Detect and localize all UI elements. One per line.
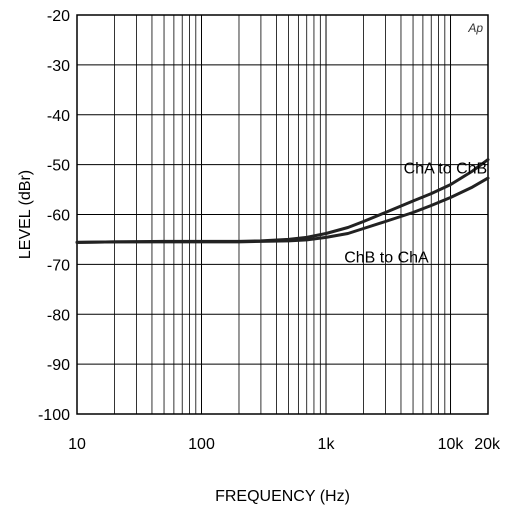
x-tick-label: 10k <box>438 436 465 453</box>
x-axis-label: FREQUENCY (Hz) <box>215 488 350 505</box>
series-label-chb-to-cha: ChB to ChA <box>344 249 429 266</box>
y-tick-label: -40 <box>47 108 70 125</box>
y-tick-label: -60 <box>47 208 70 225</box>
y-tick-label: -30 <box>47 58 70 75</box>
y-tick-label: -20 <box>47 8 70 25</box>
grid <box>76 14 489 415</box>
x-tick-label: 1k <box>318 436 336 453</box>
series-lines <box>75 158 490 244</box>
y-tick-label: -90 <box>47 357 70 374</box>
ap-corner-label: Ap <box>467 21 483 35</box>
y-axis-label: LEVEL (dBr) <box>17 170 34 259</box>
y-tick-label: -70 <box>47 257 70 274</box>
tick-labels: -20 -30 -40 -50 -60 -70 -80 -90 -100 10 100 1k 10k 20… <box>38 8 501 453</box>
series-label-cha-to-chb: ChA to ChB <box>404 161 488 178</box>
x-tick-label: 10 <box>68 436 86 453</box>
y-tick-label: -100 <box>38 407 70 424</box>
series-line-1 <box>75 176 490 244</box>
y-tick-label: -80 <box>47 307 70 324</box>
y-tick-label: -50 <box>47 158 70 175</box>
x-tick-label: 100 <box>188 436 215 453</box>
x-tick-label: 20k <box>474 436 501 453</box>
plot-frame <box>76 14 489 415</box>
